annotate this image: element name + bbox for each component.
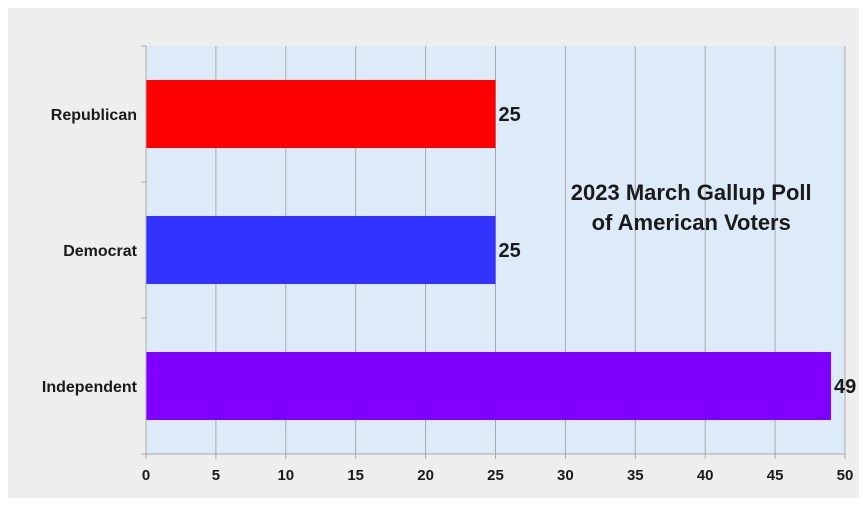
chart-title-line-2: of American Voters xyxy=(592,210,791,235)
bar-republican xyxy=(146,80,496,148)
x-tick-label: 5 xyxy=(212,467,220,484)
x-tick-label: 30 xyxy=(557,467,574,484)
data-label: 25 xyxy=(499,240,521,262)
x-tick-label: 40 xyxy=(697,467,714,484)
bar-democrat xyxy=(146,216,496,284)
category-label: Democrat xyxy=(63,243,137,260)
x-tick-label: 0 xyxy=(142,467,150,484)
bar-independent xyxy=(146,352,832,420)
x-tick-label: 20 xyxy=(417,467,434,484)
x-tick-label: 50 xyxy=(837,467,854,484)
chart-title-line-1: 2023 March Gallup Poll xyxy=(571,180,812,205)
data-label: 25 xyxy=(499,104,521,126)
x-tick-label: 10 xyxy=(277,467,294,484)
x-tick-label: 25 xyxy=(487,467,504,484)
category-label: Republican xyxy=(51,107,137,124)
x-tick-label: 45 xyxy=(767,467,784,484)
data-label: 49 xyxy=(834,376,856,398)
x-tick-label: 15 xyxy=(347,467,364,484)
x-tick-label: 35 xyxy=(627,467,644,484)
category-label: Independent xyxy=(42,379,138,396)
